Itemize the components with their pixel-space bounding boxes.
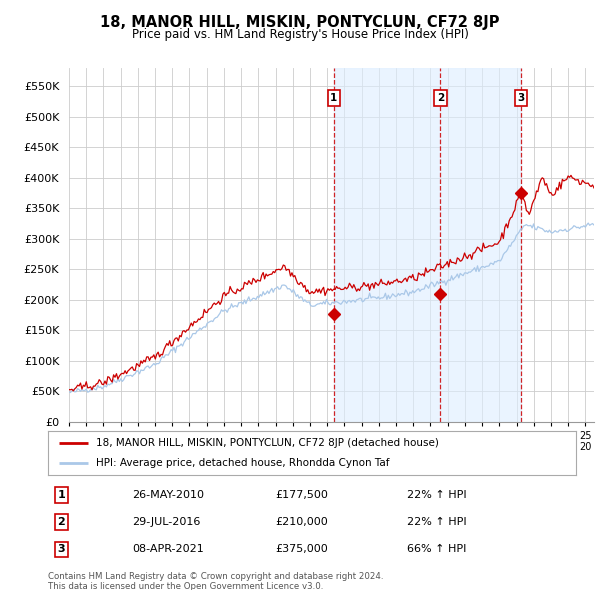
Text: 29-JUL-2016: 29-JUL-2016 xyxy=(133,517,201,527)
Text: 3: 3 xyxy=(58,545,65,555)
Text: Contains HM Land Registry data © Crown copyright and database right 2024.: Contains HM Land Registry data © Crown c… xyxy=(48,572,383,581)
Text: 2: 2 xyxy=(437,93,444,103)
Text: 22% ↑ HPI: 22% ↑ HPI xyxy=(407,490,467,500)
Text: £177,500: £177,500 xyxy=(275,490,328,500)
Text: 66% ↑ HPI: 66% ↑ HPI xyxy=(407,545,466,555)
Bar xyxy=(334,68,521,422)
Text: 22% ↑ HPI: 22% ↑ HPI xyxy=(407,517,467,527)
Text: 1: 1 xyxy=(58,490,65,500)
Text: This data is licensed under the Open Government Licence v3.0.: This data is licensed under the Open Gov… xyxy=(48,582,323,590)
Text: £375,000: £375,000 xyxy=(275,545,328,555)
Text: 1: 1 xyxy=(330,93,337,103)
Text: 18, MANOR HILL, MISKIN, PONTYCLUN, CF72 8JP: 18, MANOR HILL, MISKIN, PONTYCLUN, CF72 … xyxy=(100,15,500,30)
Text: 18, MANOR HILL, MISKIN, PONTYCLUN, CF72 8JP (detached house): 18, MANOR HILL, MISKIN, PONTYCLUN, CF72 … xyxy=(95,438,439,448)
Text: 3: 3 xyxy=(518,93,525,103)
Text: 2: 2 xyxy=(58,517,65,527)
Text: £210,000: £210,000 xyxy=(275,517,328,527)
Text: 08-APR-2021: 08-APR-2021 xyxy=(133,545,204,555)
Text: Price paid vs. HM Land Registry's House Price Index (HPI): Price paid vs. HM Land Registry's House … xyxy=(131,28,469,41)
Text: 26-MAY-2010: 26-MAY-2010 xyxy=(133,490,205,500)
Text: HPI: Average price, detached house, Rhondda Cynon Taf: HPI: Average price, detached house, Rhon… xyxy=(95,458,389,468)
